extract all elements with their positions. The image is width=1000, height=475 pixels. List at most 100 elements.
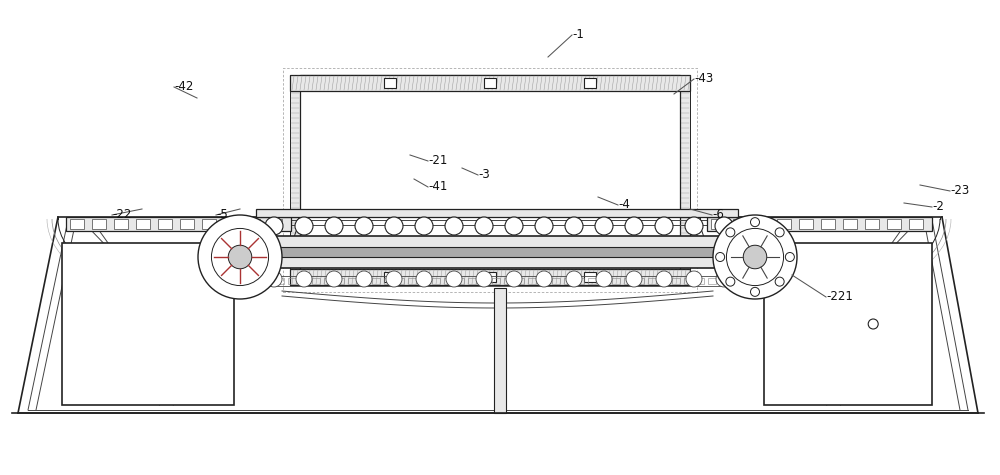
Circle shape xyxy=(416,271,432,287)
Bar xyxy=(777,219,791,229)
Circle shape xyxy=(445,217,463,235)
Circle shape xyxy=(685,217,703,235)
Bar xyxy=(276,278,284,284)
Text: -2: -2 xyxy=(932,200,944,213)
Bar xyxy=(480,278,488,284)
Circle shape xyxy=(750,218,760,227)
Bar xyxy=(396,278,404,284)
Bar xyxy=(887,219,901,229)
Bar xyxy=(494,288,506,413)
Bar xyxy=(672,278,680,284)
Bar xyxy=(336,278,344,284)
Circle shape xyxy=(565,217,583,235)
Bar xyxy=(256,236,738,268)
Bar xyxy=(246,219,260,229)
Circle shape xyxy=(775,228,784,237)
Bar xyxy=(324,278,332,284)
Text: -43: -43 xyxy=(694,73,713,86)
Bar xyxy=(584,272,596,282)
Bar xyxy=(224,219,238,229)
Bar xyxy=(384,278,392,284)
Bar xyxy=(62,243,234,405)
Text: -221: -221 xyxy=(826,291,853,304)
Bar xyxy=(256,209,738,217)
Bar xyxy=(360,278,368,284)
Bar xyxy=(684,278,692,284)
Circle shape xyxy=(726,228,735,237)
Bar xyxy=(268,219,282,229)
Circle shape xyxy=(785,253,794,262)
Circle shape xyxy=(713,215,797,299)
Bar xyxy=(444,278,452,284)
Bar xyxy=(707,217,932,231)
Text: -6: -6 xyxy=(712,209,724,221)
Bar xyxy=(136,219,150,229)
Bar xyxy=(384,78,396,88)
Bar xyxy=(680,75,690,285)
Bar xyxy=(733,219,747,229)
Circle shape xyxy=(326,271,342,287)
Bar xyxy=(552,278,560,284)
Circle shape xyxy=(743,245,767,269)
Text: -3: -3 xyxy=(478,169,490,181)
Bar xyxy=(612,278,620,284)
Bar xyxy=(696,278,704,284)
Circle shape xyxy=(595,217,613,235)
Circle shape xyxy=(211,228,269,285)
Bar xyxy=(720,278,728,284)
Circle shape xyxy=(655,217,673,235)
Circle shape xyxy=(775,277,784,286)
Bar xyxy=(909,219,923,229)
Bar xyxy=(648,278,656,284)
Bar xyxy=(484,272,496,282)
Bar xyxy=(260,247,734,257)
Bar xyxy=(564,278,572,284)
Bar xyxy=(660,278,668,284)
Bar xyxy=(821,219,835,229)
Bar xyxy=(432,278,440,284)
Bar xyxy=(180,219,194,229)
Circle shape xyxy=(656,271,672,287)
Circle shape xyxy=(625,217,643,235)
Bar xyxy=(70,219,84,229)
Bar xyxy=(456,278,464,284)
Circle shape xyxy=(505,217,523,235)
Bar xyxy=(290,75,690,91)
Circle shape xyxy=(295,217,313,235)
Bar xyxy=(711,219,725,229)
Circle shape xyxy=(265,217,283,235)
Bar xyxy=(420,278,428,284)
Bar xyxy=(865,219,879,229)
Circle shape xyxy=(266,271,282,287)
Circle shape xyxy=(716,253,725,262)
Circle shape xyxy=(506,271,522,287)
Bar xyxy=(312,278,320,284)
Bar xyxy=(755,219,769,229)
Bar xyxy=(158,219,172,229)
Bar xyxy=(468,278,476,284)
Circle shape xyxy=(355,217,373,235)
Bar xyxy=(799,219,813,229)
Circle shape xyxy=(726,228,784,285)
Bar xyxy=(600,278,608,284)
Text: -41: -41 xyxy=(428,180,447,193)
Text: -5: -5 xyxy=(216,209,228,221)
Circle shape xyxy=(325,217,343,235)
Bar xyxy=(584,78,596,88)
Circle shape xyxy=(446,271,462,287)
Bar xyxy=(504,278,512,284)
Text: -21: -21 xyxy=(428,154,447,168)
Circle shape xyxy=(476,271,492,287)
Bar xyxy=(588,278,596,284)
Bar xyxy=(408,278,416,284)
Circle shape xyxy=(386,271,402,287)
Bar xyxy=(528,278,536,284)
Circle shape xyxy=(596,271,612,287)
Circle shape xyxy=(726,277,735,286)
Bar xyxy=(384,272,396,282)
Bar xyxy=(288,278,296,284)
Text: -42: -42 xyxy=(174,80,193,94)
Text: -23: -23 xyxy=(950,184,969,198)
Bar xyxy=(372,278,380,284)
Bar xyxy=(492,278,500,284)
